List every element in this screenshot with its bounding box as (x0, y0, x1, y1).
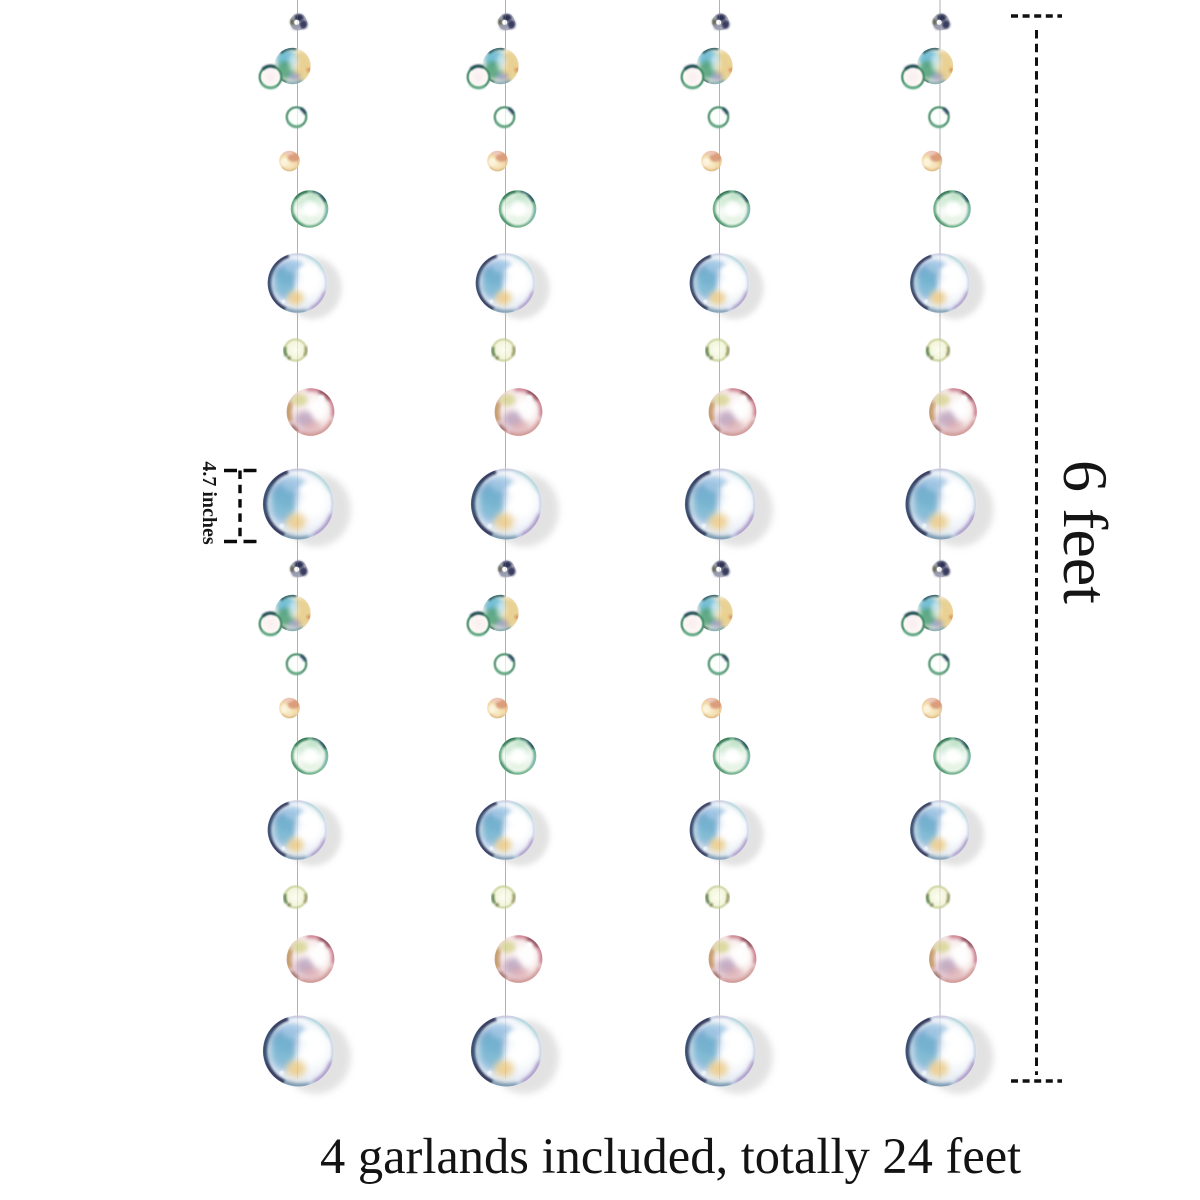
svg-text:4 garlands included, totally 2: 4 garlands included, totally 24 feet (320, 1128, 1021, 1184)
svg-text:6 feet: 6 feet (1050, 460, 1121, 604)
svg-text:4.7 inches: 4.7 inches (198, 461, 220, 545)
